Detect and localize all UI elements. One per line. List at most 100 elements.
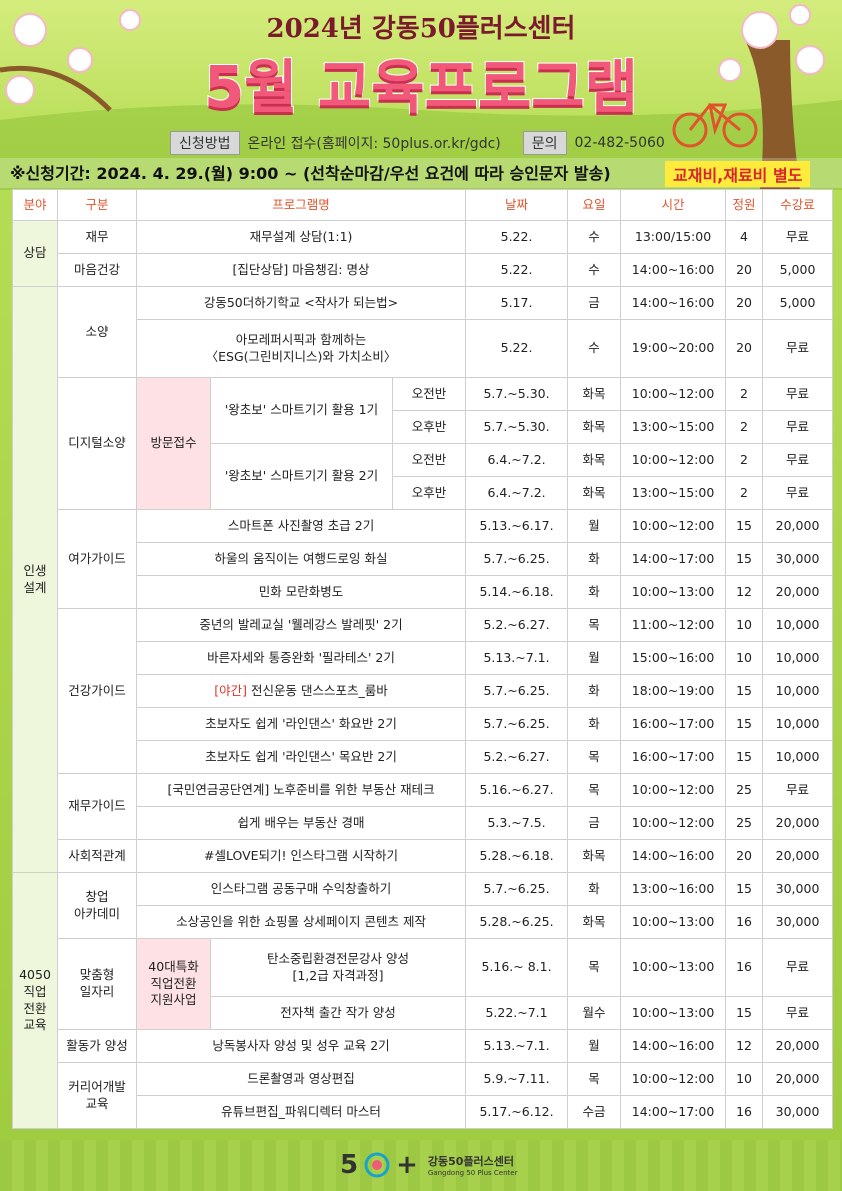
table-cell: 인생 설계 <box>12 286 58 873</box>
table-cell: 16 <box>725 905 764 939</box>
table-cell: 월 <box>567 1029 622 1063</box>
table-row: 마음건강 [집단상담] 마음챙김: 명상 5.22. 수 14:00~16:00 20 5,… <box>13 253 834 287</box>
table-cell: 10,000 <box>762 641 834 675</box>
table-cell: 5.7.~5.30. <box>465 410 569 444</box>
table-row: 커리어개발 교육 드론촬영과 영상편집 5.9.~7.11. 목 10:00~12:00… <box>13 1062 834 1129</box>
table-cell: 사회적관계 <box>57 839 137 873</box>
table-cell: 13:00~15:00 <box>620 410 727 444</box>
table-row: 여가가이드 스마트폰 사진촬영 초급 2기 5.13.~6.17. 월 10:00~12… <box>13 509 834 609</box>
table-row: 디지털소양 방문접수 '왕초보' 스마트기기 활용 1기 오전반 5.7.~5.30. 화… <box>13 377 834 510</box>
table-cell: 20,000 <box>762 1062 834 1096</box>
table-cell: 5.7.~6.25. <box>465 707 569 741</box>
subtitle: 2024년 강동50플러스센터 <box>266 14 576 44</box>
table-cell: 무료 <box>762 443 834 477</box>
table-cell: 16:00~17:00 <box>620 740 727 774</box>
column-header: 수강료 <box>762 189 834 221</box>
table-cell: 아모레퍼시픽과 함께하는 〈ESG(그린비지니스)와 가치소비〉 <box>135 319 467 378</box>
table-cell: 화목 <box>567 905 622 939</box>
table-cell: 금 <box>567 286 622 320</box>
apply-label: 신청방법 <box>170 131 240 155</box>
table-cell: 스마트폰 사진촬영 초급 2기 <box>135 509 467 543</box>
table-cell: 소양 <box>57 286 137 378</box>
night-tag: [야간] <box>214 682 248 698</box>
table-cell: 5.16.~6.27. <box>465 773 569 807</box>
table-cell: 10:00~12:00 <box>620 509 727 543</box>
table-cell: 10:00~12:00 <box>620 806 727 840</box>
table-cell: 화 <box>567 707 622 741</box>
table-cell: 10:00~12:00 <box>620 377 727 411</box>
table-row: 인생 설계 소양 강동50더하기학교 <작사가 되는법> 5.17. 금 14:00~16… <box>12 286 834 873</box>
table-cell: 금 <box>567 806 622 840</box>
period-note: 교재비,재료비 별도 <box>665 161 811 187</box>
table-cell: 화목 <box>567 377 622 411</box>
table-cell: 10:00~13:00 <box>620 905 727 939</box>
column-header: 날짜 <box>465 189 569 221</box>
phone: 02-482-5060 <box>574 135 665 151</box>
table-cell: 창업 아카데미 <box>57 872 137 939</box>
title: 5월 교육프로그램 <box>203 52 639 122</box>
table-cell: 화목 <box>567 476 622 510</box>
table-cell: 화목 <box>567 410 622 444</box>
table-cell: 5.3.~7.5. <box>465 806 569 840</box>
table-cell: 강동50더하기학교 <작사가 되는법> <box>135 286 467 320</box>
table-cell: 40대특화 직업전환 지원사업 <box>136 938 211 1030</box>
brand: 강동50플러스센터 <box>427 1155 515 1168</box>
table-cell: 화 <box>567 575 622 609</box>
table-cell: 재무설계 상담(1:1) <box>135 220 467 254</box>
table-cell: '왕초보' 스마트기기 활용 2기 <box>210 443 393 510</box>
table-cell: 19:00~20:00 <box>620 319 727 378</box>
table-cell: '왕초보' 스마트기기 활용 1기 <box>210 377 393 444</box>
table-row: 초보자도 쉽게 '라인댄스' 목요반 2기 5.2.~6.27. 목 16:00~17… <box>13 740 834 774</box>
table-cell: 무료 <box>762 938 834 997</box>
table-cell: 6.4.~7.2. <box>465 476 569 510</box>
table-cell: 20 <box>725 839 764 873</box>
table-cell: 20,000 <box>762 1029 834 1063</box>
table-cell: 화 <box>567 872 622 906</box>
table-cell: 14:00~17:00 <box>620 542 727 576</box>
period-text: ※신청기간: 2024. 4. 29.(월) 9:00 ~ (선착순마감/우선 … <box>10 164 611 183</box>
table-row: [야간] 전신운동 댄스스포츠_룸바 5.7.~6.25. 화 18:00~19:00… <box>13 674 834 708</box>
table-row: 재무가이드 [국민연금공단연계] 노후준비를 위한 부동산 재테크 5.16.~6.… <box>13 773 834 840</box>
table-cell: 여가가이드 <box>57 509 137 609</box>
table-cell: 5.7.~6.25. <box>465 542 569 576</box>
table-cell: 목 <box>567 938 622 997</box>
table-cell: 5.13.~7.1. <box>465 641 569 675</box>
logo-plus: + <box>396 1150 418 1180</box>
table-cell: 방문접수 <box>136 377 211 510</box>
table-cell: 20,000 <box>762 575 834 609</box>
table-cell: 16:00~17:00 <box>620 707 727 741</box>
table-cell: 5.7.~6.25. <box>465 674 569 708</box>
table-cell: 5.9.~7.11. <box>465 1062 569 1096</box>
table-cell: 5.7.~6.25. <box>465 872 569 906</box>
table-cell: 10 <box>725 641 764 675</box>
table-cell: 25 <box>725 806 764 840</box>
table-cell: 13:00/15:00 <box>620 220 727 254</box>
table-cell: 15 <box>725 674 764 708</box>
table-cell: 5.16.~ 8.1. <box>465 938 569 997</box>
table-cell: 인스타그램 공동구매 수익창출하기 <box>135 872 467 906</box>
table-row: 4050 직업 전환 교육 창업 아카데미 인스타그램 공동구매 수익창출하기 5.7… <box>12 872 834 1129</box>
table-cell: 유튜브편집_파워디렉터 마스터 <box>135 1095 467 1129</box>
table-cell: 월 <box>567 641 622 675</box>
table-cell: 상담 <box>12 220 58 287</box>
table-cell: 10,000 <box>762 707 834 741</box>
table-cell: 2 <box>725 443 764 477</box>
table-cell: 30,000 <box>762 872 834 906</box>
table-cell: 20 <box>725 253 764 287</box>
table-cell: 15 <box>725 707 764 741</box>
contact-label: 문의 <box>522 131 567 155</box>
table-cell: 10:00~13:00 <box>620 938 727 997</box>
column-header: 프로그램명 <box>135 189 467 221</box>
table-cell: 10 <box>725 608 764 642</box>
table-cell: [집단상담] 마음챙김: 명상 <box>135 253 467 287</box>
column-header: 구분 <box>57 189 137 221</box>
table-row: 아모레퍼시픽과 함께하는 〈ESG(그린비지니스)와 가치소비〉 5.22. 수 19… <box>13 319 834 378</box>
table-cell: 오후반 <box>391 410 467 444</box>
table-cell: 5.7.~5.30. <box>465 377 569 411</box>
table-cell: 활동가 양성 <box>57 1029 137 1063</box>
table-row: 건강가이드 중년의 발레교실 '웰레강스 발레핏' 2기 5.2.~6.27. 목 11… <box>13 608 834 774</box>
table-cell: 오전반 <box>391 377 467 411</box>
table-cell: 16 <box>725 1095 764 1129</box>
table-cell: 수 <box>567 220 622 254</box>
